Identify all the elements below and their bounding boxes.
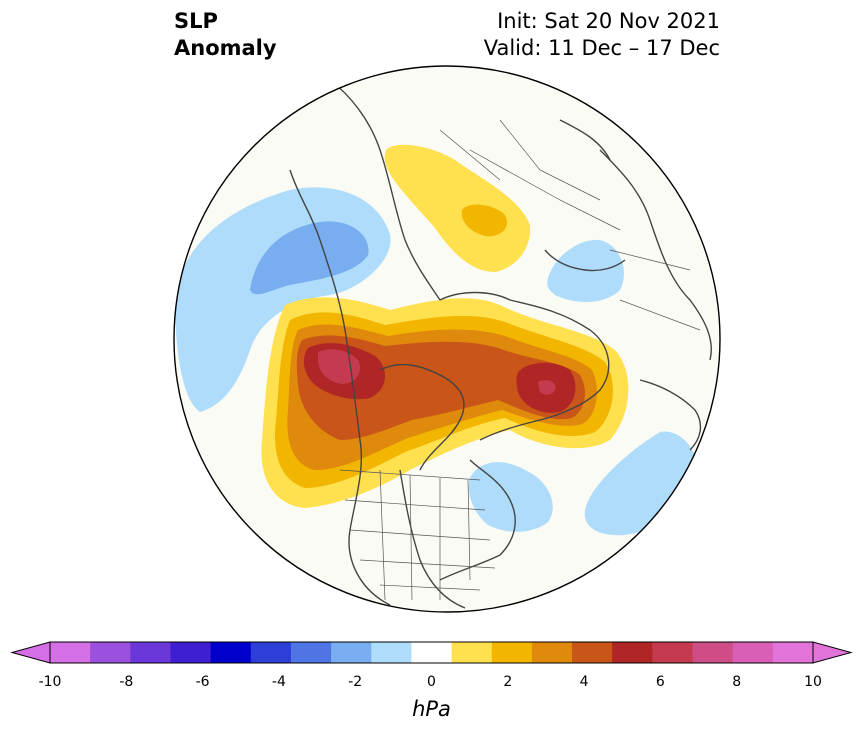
colorbar-tick-label: -2 [348,674,363,690]
colorbar-bin [170,642,212,663]
colorbar-bin [772,642,814,663]
colorbar-bin [612,642,653,663]
colorbar-bin [210,642,252,663]
colorbar-bin [50,642,91,663]
colorbar-bin [652,642,694,663]
colorbar-bin [531,642,573,663]
hudson-low [468,462,553,532]
colorbar-border [49,641,814,664]
map-boundary [173,65,721,613]
siberia-low [547,239,624,302]
colorbar-bin [732,642,774,663]
scandinavia-high [384,144,531,272]
title-block-right: Init: Sat 20 Nov 2021 Valid: 11 Dec – 17… [484,8,720,62]
colorbar-bin [692,642,734,663]
colorbar-bin [290,642,332,663]
colorbar-bin [90,642,131,663]
colorbar-bin [451,642,493,663]
colorbar-bin [572,642,613,663]
borders [339,119,701,601]
colorbar-label: hPa [412,697,451,721]
colorbar-tick-label: 0 [427,674,436,690]
colorbar-extend-right [812,641,853,664]
colorbar-bin [491,642,533,663]
colorbar-extend-left [10,641,51,664]
colorbar [10,641,853,664]
colorbar-tick-label: -8 [119,674,134,690]
colorbar-bin [250,642,292,663]
colorbar-tick-label: -6 [195,674,210,690]
north-pacific-low-inner [250,221,369,295]
colorbar-tick-label: 4 [579,674,589,690]
colorbar-bin [331,642,372,663]
valid-range: Valid: 11 Dec – 17 Dec [483,36,720,60]
colorbar-tick-label: -4 [271,674,286,690]
colorbar-tick-label: 8 [732,674,742,690]
colorbar-tick-label: -10 [38,674,62,690]
colorbar-bin [130,642,171,663]
colorbar-bin [411,642,453,663]
title-block-left: SLP Anomaly [174,8,277,62]
colorbar-bin [371,642,412,663]
title-line-1: SLP [174,9,218,33]
init-date: Init: Sat 20 Nov 2021 [497,9,720,33]
coastlines [289,79,712,609]
colorbar-tick-label: 2 [503,674,513,690]
colorbar-tick-label: 10 [804,674,822,690]
colorbar-tick-label: 6 [655,674,665,690]
title-line-2: Anomaly [174,36,277,60]
